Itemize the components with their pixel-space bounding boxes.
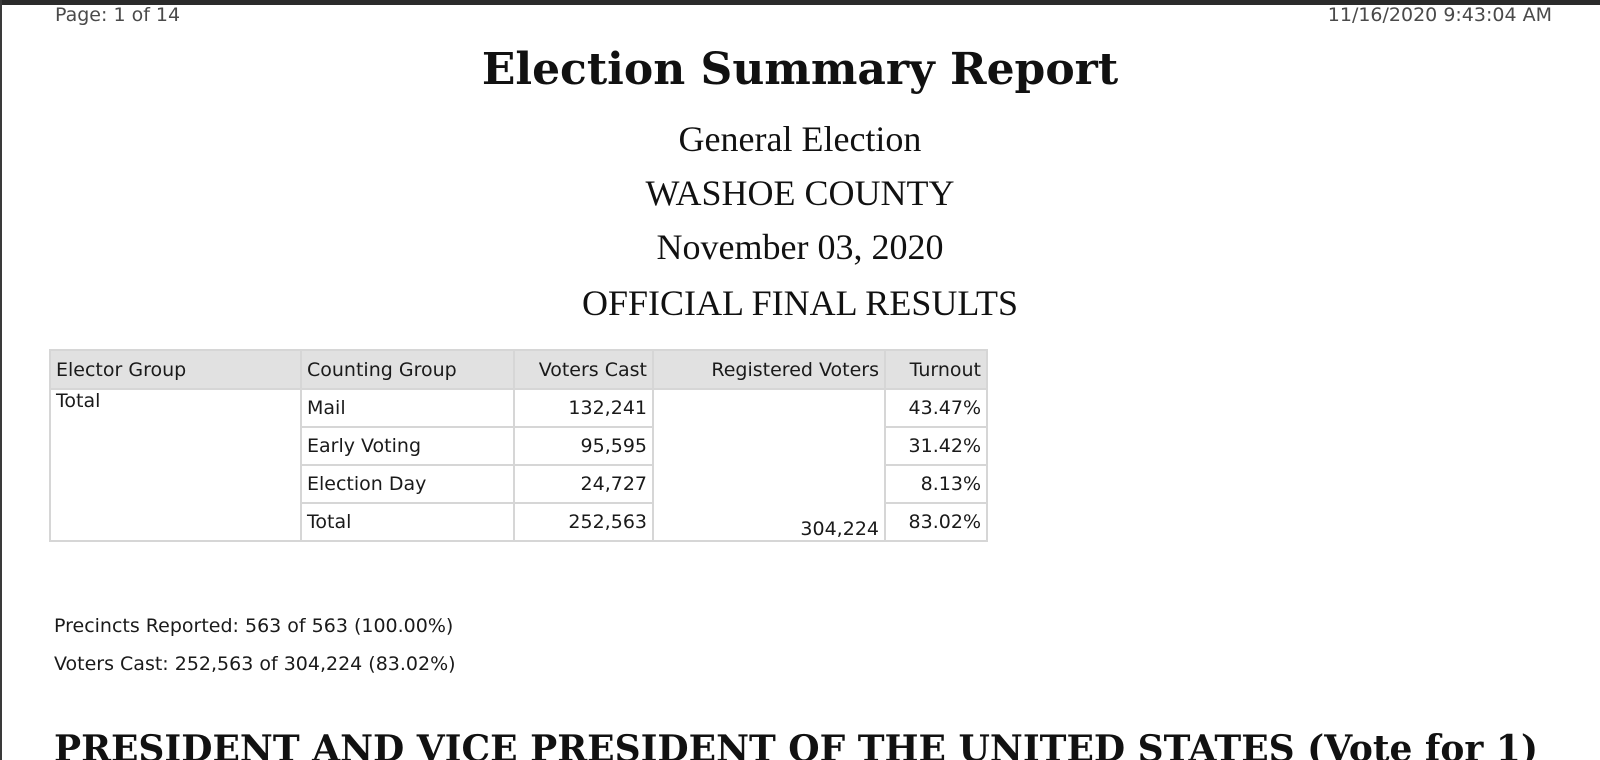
precincts-reported: Precincts Reported: 563 of 563 (100.00%) — [54, 615, 454, 637]
column-header-voters-cast: Voters Cast — [513, 349, 654, 390]
table-row: Total 252,563 83.02% — [50, 502, 988, 542]
counting-group-cell: Mail — [300, 388, 515, 428]
report-timestamp: 11/16/2020 9:43:04 AM — [1327, 4, 1552, 26]
window-left-border — [0, 0, 2, 760]
county-name: WASHOE COUNTY — [645, 173, 955, 213]
page-number: Page: 1 of 14 — [55, 4, 181, 26]
election-name: General Election — [678, 119, 922, 159]
voters-cast-cell: 95,595 — [513, 426, 654, 466]
column-header-elector-group: Elector Group — [49, 349, 302, 390]
voters-cast-cell: 252,563 — [513, 502, 654, 542]
table-row: Election Day 24,727 8.13% — [50, 464, 988, 504]
counting-group-cell: Total — [300, 502, 515, 542]
column-header-registered-voters: Registered Voters — [652, 349, 886, 390]
results-status: OFFICIAL FINAL RESULTS — [581, 283, 1019, 323]
table-header-row: Elector Group Counting Group Voters Cast… — [49, 349, 988, 390]
voters-cast-cell: 132,241 — [513, 388, 654, 428]
turnout-cell: 83.02% — [884, 502, 988, 542]
voters-cast-cell: 24,727 — [513, 464, 654, 504]
table-row: Total Mail 132,241 304,224 43.47% — [49, 388, 988, 542]
turnout-cell: 8.13% — [884, 464, 988, 504]
voters-cast-summary: Voters Cast: 252,563 of 304,224 (83.02%) — [54, 653, 456, 675]
turnout-cell: 31.42% — [884, 426, 988, 466]
column-header-turnout: Turnout — [884, 349, 988, 390]
turnout-table: Elector Group Counting Group Voters Cast… — [49, 349, 988, 542]
report-title: Election Summary Report — [481, 44, 1119, 95]
counting-group-cell: Early Voting — [300, 426, 515, 466]
elector-group-cell: Total — [49, 388, 302, 542]
counting-group-cell: Election Day — [300, 464, 515, 504]
window-top-border — [0, 0, 1600, 5]
turnout-cell: 43.47% — [884, 388, 988, 428]
election-date: November 03, 2020 — [656, 227, 944, 267]
table-row: Early Voting 95,595 31.42% — [50, 426, 988, 466]
race-title: PRESIDENT AND VICE PRESIDENT OF THE UNIT… — [54, 728, 1538, 760]
column-header-counting-group: Counting Group — [300, 349, 515, 390]
registered-voters-cell: 304,224 — [652, 388, 886, 542]
